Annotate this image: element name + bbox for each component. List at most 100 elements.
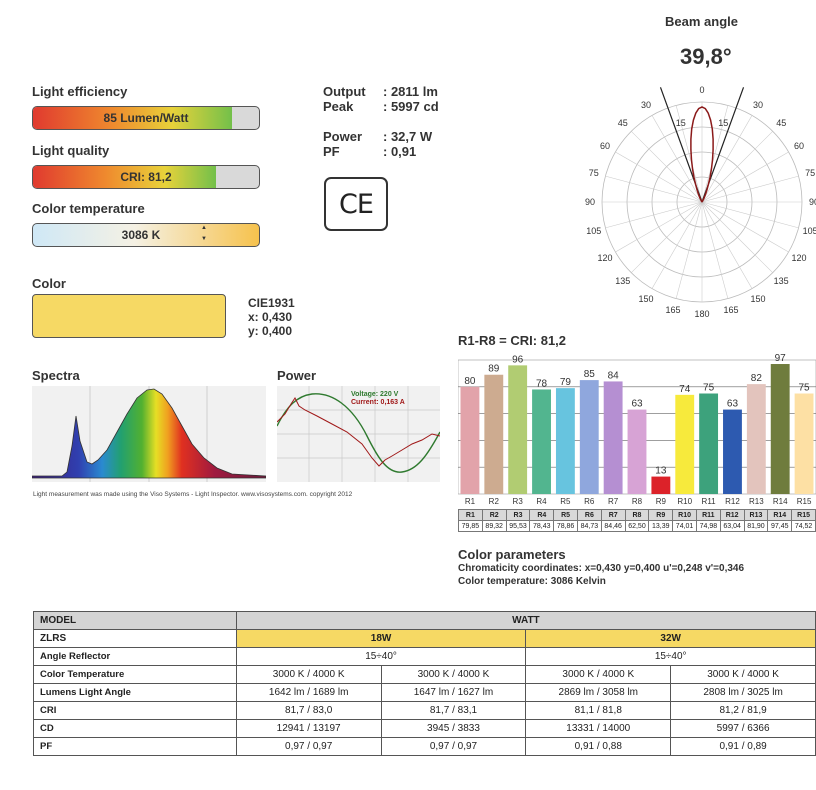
beam-value: 39,8°: [680, 44, 732, 69]
polar-spoke: [701, 201, 789, 253]
cri-table-header: R15: [791, 509, 816, 521]
polar-angle-label: 60: [794, 141, 804, 151]
cri-table-header: R4: [529, 509, 555, 521]
zlrs-label: ZLRS: [33, 629, 237, 648]
color-label: Color: [32, 276, 66, 291]
cie-title: CIE1931: [248, 296, 295, 310]
cri-table-header: R11: [695, 509, 721, 521]
cri-category-label: R6: [584, 497, 595, 506]
polar-angle-label: 15: [676, 118, 686, 128]
w18-header: 18W: [235, 629, 527, 648]
polar-spoke: [701, 201, 729, 299]
polar-angle-label: 30: [753, 100, 763, 110]
voltage-curve: [277, 393, 440, 473]
polar-angle-label: 135: [615, 276, 630, 286]
cri-bar-r4: [532, 389, 551, 494]
polar-spoke: [675, 105, 703, 203]
table-row: PF 0,97 / 0,97 0,97 / 0,97 0,91 / 0,88 0,91 …: [33, 737, 816, 756]
table-cell: 3000 K / 4000 K: [525, 665, 672, 684]
cie-x: x: 0,430: [248, 310, 293, 324]
table-cell: 2869 lm / 3058 lm: [525, 683, 672, 702]
cri-bar-r12: [723, 409, 742, 494]
efficiency-text: 85 Lumen/Watt: [103, 111, 189, 125]
polar-spoke: [701, 201, 799, 229]
polar-spoke: [651, 201, 703, 289]
cri-value-label: 78: [536, 378, 548, 389]
row-label: Color Temperature: [33, 665, 237, 684]
cri-value-label: 96: [512, 354, 524, 365]
row-label: Lumens Light Angle: [33, 683, 237, 702]
specs-output: Output: 2811 lm Peak: 5997 cd: [323, 84, 439, 114]
table-cell: 0,97 / 0,97: [235, 737, 382, 756]
cri-value-label: 85: [584, 369, 596, 380]
polar-angle-label: 0: [699, 85, 704, 95]
cri-value-label: 63: [727, 399, 739, 410]
table-cell: 3000 K / 4000 K: [380, 665, 527, 684]
polar-angle-label: 45: [776, 118, 786, 128]
spectra-chart: [32, 386, 266, 482]
cri-category-label: R12: [725, 497, 740, 506]
table-cell: 0,91 / 0,89: [670, 737, 816, 756]
arrow-up-icon: ▲: [201, 225, 207, 231]
cri-table-value: 74,01: [672, 520, 697, 532]
pf-value: : 0,91: [383, 144, 417, 159]
table-cell: 81,2 / 81,9: [670, 701, 816, 720]
beam-lobe: [690, 106, 714, 203]
cri-bar-r15: [794, 393, 814, 494]
cri-table-value: 62,50: [624, 520, 650, 532]
cri-value-label: 13: [655, 466, 667, 477]
output-value: : 2811 lm: [383, 84, 438, 99]
table-cell: 3000 K / 4000 K: [235, 665, 382, 684]
polar-spoke: [605, 201, 703, 229]
cri-bar-r9: [651, 476, 671, 494]
table-row: Angle Reflector 15÷40° 15÷40°: [33, 647, 816, 666]
cri-bar-r13: [746, 384, 766, 494]
table-cell: 81,1 / 81,8: [525, 701, 672, 720]
temperature-text: 3086 K: [121, 228, 161, 242]
polar-angle-label: 60: [600, 141, 610, 151]
cri-table-value: 78,86: [553, 520, 578, 532]
cri-bar-r6: [579, 380, 599, 494]
polar-angle-label: 120: [791, 253, 806, 263]
current-label: Current: 0,163 A: [351, 399, 405, 406]
quality-text: CRI: 81,2: [120, 170, 172, 184]
cri-value-label: 82: [751, 373, 763, 384]
cri-table-value: 79,85: [458, 520, 483, 532]
cri-category-label: R4: [536, 497, 547, 506]
cri-table-header: R14: [767, 509, 793, 521]
pf-label: PF: [323, 144, 340, 159]
temperature-label: Color temperature: [32, 201, 145, 216]
polar-angle-label: 30: [641, 100, 651, 110]
table-row: ZLRS 18W 32W: [33, 629, 816, 648]
polar-spoke: [701, 115, 753, 203]
table-cell: 2808 lm / 3025 lm: [670, 683, 816, 702]
polar-angle-label: 150: [638, 294, 653, 304]
cri-category-label: R5: [560, 497, 571, 506]
polar-angle-label: 75: [589, 168, 599, 178]
cri-category-label: R14: [773, 497, 788, 506]
w32-header: 32W: [525, 629, 816, 648]
angle-32: 15÷40°: [525, 647, 816, 666]
cri-category-label: R8: [632, 497, 643, 506]
table-cell: 3945 / 3833: [380, 719, 527, 738]
polar-spoke: [605, 175, 703, 203]
cri-table-value: 84,46: [600, 520, 626, 532]
color-params-line1: Chromaticity coordinates: x=0,430 y=0,40…: [458, 563, 745, 574]
polar-angle-label: 150: [750, 294, 765, 304]
cri-table-value: 89,32: [481, 520, 507, 532]
polar-angle-label: 105: [803, 226, 816, 236]
cri-value-label: 63: [631, 399, 643, 410]
cri-table-header: R2: [481, 509, 507, 521]
cri-title: R1-R8 = CRI: 81,2: [458, 333, 567, 348]
cie-y: y: 0,400: [248, 324, 293, 338]
cri-chart: 80 R1 89 R2 96 R3 78 R4 79 R5 85 R6 84 R7 63 R8 13 R9 74 R1…: [458, 353, 816, 506]
row-label: CD: [33, 719, 237, 738]
temperature-bar: 3086 K ▲ ▼: [32, 223, 260, 247]
cri-bar-r5: [555, 388, 575, 494]
peak-value: : 5997 cd: [383, 99, 439, 114]
polar-spoke: [701, 151, 789, 203]
polar-angle-label: 180: [694, 309, 709, 319]
beam-title: Beam angle: [665, 14, 738, 29]
polar-spoke: [701, 201, 773, 273]
table-row: Lumens Light Angle 1642 lm / 1689 lm 1647 …: [33, 683, 816, 702]
